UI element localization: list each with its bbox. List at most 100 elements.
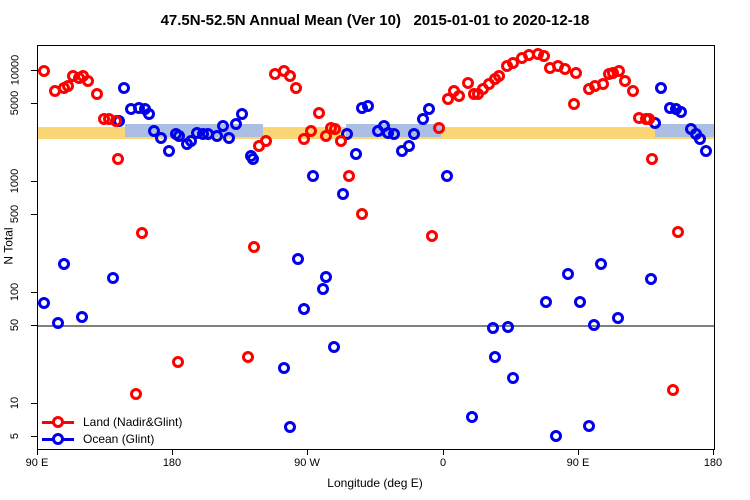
land-data-point [343,170,355,182]
ocean-data-point [675,106,687,118]
x-axis-tick-label: 90 E [25,457,49,469]
ocean-data-point [143,108,155,120]
land-data-point [91,88,103,100]
land-data-point [62,80,74,92]
land-data-point [313,107,325,119]
ocean-data-point [292,253,304,265]
land-data-point [38,65,50,77]
ocean-data-point [236,108,248,120]
ocean-data-point [185,135,197,147]
x-axis-tick [578,449,579,455]
ocean-data-point [52,317,64,329]
ocean-data-point [562,268,574,280]
land-data-point [570,67,582,79]
ocean-data-point [107,272,119,284]
ocean-data-point [694,133,706,145]
y-axis-tick [31,325,37,326]
land-data-point [627,85,639,97]
y-axis-tick [31,70,37,71]
land-data-point [298,133,310,145]
y-axis-tick [31,103,37,104]
y-axis-tick-label-wrap: 500 [7,184,23,244]
x-axis-tick [37,449,38,455]
x-axis-tick [443,449,444,455]
ocean-data-point [612,312,624,324]
land-data-point [507,57,519,69]
ocean-data-point [487,322,499,334]
land-data-point [136,227,148,239]
land-data-point [172,356,184,368]
x-axis-tick [172,449,173,455]
ocean-data-point [320,271,332,283]
ocean-data-point [417,113,429,125]
ocean-data-point [645,273,657,285]
x-axis-tick [307,449,308,455]
ocean-data-point [173,130,185,142]
ocean-data-point [163,145,175,157]
plot-area: Land (Nadir&Glint) Ocean (Glint) [37,45,715,450]
ocean-data-point [507,372,519,384]
land-data-point [110,115,122,127]
ocean-data-point [441,170,453,182]
legend-item-ocean: Ocean (Glint) [42,430,182,447]
ocean-data-point [155,132,167,144]
land-data-point [130,388,142,400]
land-data-point [619,75,631,87]
land-data-point [453,90,465,102]
x-axis-tick-label: 0 [439,457,447,469]
ocean-series-marker-icon [42,432,74,445]
land-data-point [290,82,302,94]
land-data-point [242,351,254,363]
ocean-data-point [148,125,160,137]
reference-line [38,325,714,327]
legend-label-ocean: Ocean (Glint) [83,431,155,446]
x-axis-tick [713,449,714,455]
ocean-data-point [588,319,600,331]
ocean-data-point [583,420,595,432]
y-axis-tick-label-wrap: 5000 [7,73,23,133]
ocean-data-point [317,283,329,295]
ocean-data-point [328,341,340,353]
land-data-point [643,113,655,125]
land-data-point [284,70,296,82]
ocean-data-point [298,303,310,315]
ocean-data-point [307,170,319,182]
land-data-point [305,125,317,137]
ocean-data-point [700,145,712,157]
ocean-data-point [408,128,420,140]
y-axis-tick [31,292,37,293]
y-axis-tick [31,214,37,215]
y-axis-tick-label: 5000 [9,90,22,116]
land-data-point [329,123,341,135]
y-axis-tick-label: 5 [9,432,21,440]
x-axis-title: Longitude (deg E) [327,476,423,490]
ocean-data-point [362,100,374,112]
ocean-data-point [423,103,435,115]
ocean-data-point [217,120,229,132]
ocean-data-point [466,411,478,423]
x-axis-tick-label: 180 [703,457,723,469]
land-data-point [559,63,571,75]
land-legend-ring [52,415,64,428]
ocean-data-point [403,140,415,152]
ocean-data-point [223,132,235,144]
land-data-point [462,77,474,89]
ocean-data-point [341,128,353,140]
legend-label-land: Land (Nadir&Glint) [83,414,183,429]
y-axis-tick-label-wrap: 50 [7,295,23,355]
ocean-data-point [502,321,514,333]
land-data-point [613,65,625,77]
land-data-point [646,153,658,165]
land-data-point [426,230,438,242]
y-axis-tick [31,403,37,404]
land-data-point [538,50,550,62]
y-axis-tick-label: 500 [9,204,22,224]
land-data-point [672,226,684,238]
land-data-point [597,78,609,90]
ocean-data-point [76,311,88,323]
land-series-marker-icon [42,415,74,428]
ocean-data-point [211,130,223,142]
land-data-point [442,93,454,105]
ocean-legend-ring [52,432,64,445]
y-axis-tick [31,181,37,182]
